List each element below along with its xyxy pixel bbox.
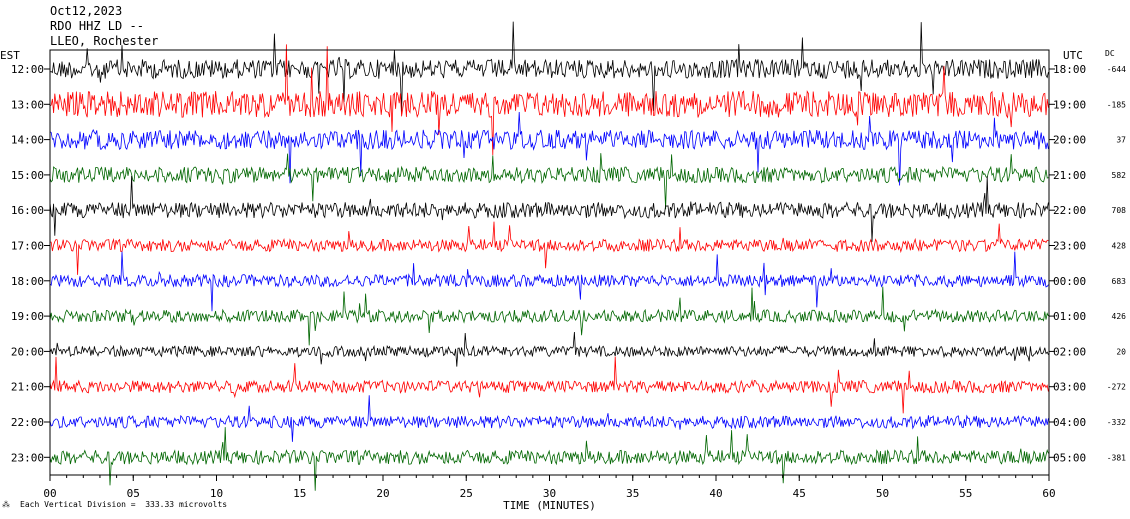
- x-tick-label: 05: [127, 487, 140, 500]
- utc-hour-label: 03:00: [1053, 381, 1086, 394]
- x-tick-label: 30: [543, 487, 556, 500]
- est-hour-label: 19:00: [11, 310, 44, 323]
- dc-offset-label: 20: [1116, 347, 1126, 356]
- est-hour-label: 15:00: [11, 169, 44, 182]
- utc-hour-label: 19:00: [1053, 98, 1086, 111]
- dc-offset-label: 708: [1112, 206, 1127, 215]
- x-tick-label: 55: [959, 487, 972, 500]
- utc-hour-label: 20:00: [1053, 134, 1086, 147]
- est-hour-label: 20:00: [11, 345, 44, 358]
- x-tick-label: 20: [376, 487, 389, 500]
- x-tick-label: 60: [1042, 487, 1055, 500]
- est-hour-label: 23:00: [11, 451, 44, 464]
- est-hour-label: 21:00: [11, 381, 44, 394]
- est-hour-label: 16:00: [11, 204, 44, 217]
- trace-1200: [49, 21, 1049, 114]
- plot-frame: [49, 49, 1050, 476]
- est-hour-label: 18:00: [11, 275, 44, 288]
- utc-hour-label: 18:00: [1053, 63, 1086, 76]
- x-tick-label: 10: [210, 487, 223, 500]
- dc-offset-label: 683: [1112, 277, 1127, 286]
- dc-offset-label: -381: [1107, 453, 1126, 462]
- dc-offset-label: 426: [1112, 312, 1127, 321]
- axis-ticks: [44, 68, 1055, 481]
- scale-note: Each Vertical Division = 333.33 microvol…: [20, 500, 228, 509]
- trace-1400: [49, 111, 1049, 186]
- left-axis-label: EST: [0, 49, 20, 62]
- dc-offset-label: 428: [1112, 242, 1127, 251]
- right-axis-label: UTC: [1063, 49, 1083, 62]
- dc-offset-label: 37: [1116, 136, 1126, 145]
- trace-2000: [49, 331, 1049, 367]
- trace-1800: [49, 251, 1049, 312]
- utc-hour-label: 05:00: [1053, 451, 1086, 464]
- header-station: RDO HHZ LD --: [50, 19, 144, 33]
- dc-offset-label: -644: [1107, 65, 1126, 74]
- utc-hour-label: 22:00: [1053, 204, 1086, 217]
- dc-offset-label: -272: [1107, 383, 1126, 392]
- axis-labels: 00 05 10 15 20 25 30 35 40 45 50 55 60 TIME (MINUTES)…: [0, 49, 1126, 512]
- dc-offset-label: -332: [1107, 418, 1126, 427]
- trace-1300: [49, 44, 1049, 156]
- est-hour-label: 14:00: [11, 134, 44, 147]
- trace-1500: [49, 153, 1049, 210]
- est-hour-label: 12:00: [11, 63, 44, 76]
- utc-hour-label: 23:00: [1053, 240, 1086, 253]
- trace-2100: [49, 356, 1049, 414]
- utc-hour-label: 04:00: [1053, 416, 1086, 429]
- scale-note-icon: ⁂: [2, 500, 10, 509]
- dc-offset-label: 582: [1112, 171, 1127, 180]
- x-tick-label: 40: [709, 487, 722, 500]
- x-tick-label: 25: [460, 487, 473, 500]
- trace-2200: [49, 395, 1049, 442]
- utc-hour-label: 21:00: [1053, 169, 1086, 182]
- x-tick-label: 45: [793, 487, 806, 500]
- est-hour-label: 22:00: [11, 416, 44, 429]
- dc-offset-label: -185: [1107, 100, 1126, 109]
- trace-1600: [49, 175, 1049, 242]
- est-hour-label: 17:00: [11, 240, 44, 253]
- x-tick-label: 15: [293, 487, 306, 500]
- trace-group: [49, 21, 1049, 491]
- x-tick-label: 00: [43, 487, 56, 500]
- utc-hour-label: 01:00: [1053, 310, 1086, 323]
- dc-header: DC: [1105, 49, 1115, 58]
- header-location: LLEO, Rochester: [50, 34, 159, 48]
- x-tick-label: 35: [626, 487, 639, 500]
- trace-2300: [49, 427, 1049, 491]
- x-axis-label: TIME (MINUTES): [503, 499, 596, 512]
- x-tick-label: 50: [876, 487, 889, 500]
- trace-1700: [49, 221, 1049, 275]
- utc-hour-label: 00:00: [1053, 275, 1086, 288]
- header-date: Oct12,2023: [50, 4, 123, 18]
- utc-hour-label: 02:00: [1053, 345, 1086, 358]
- est-hour-label: 13:00: [11, 98, 44, 111]
- trace-1900: [49, 286, 1049, 346]
